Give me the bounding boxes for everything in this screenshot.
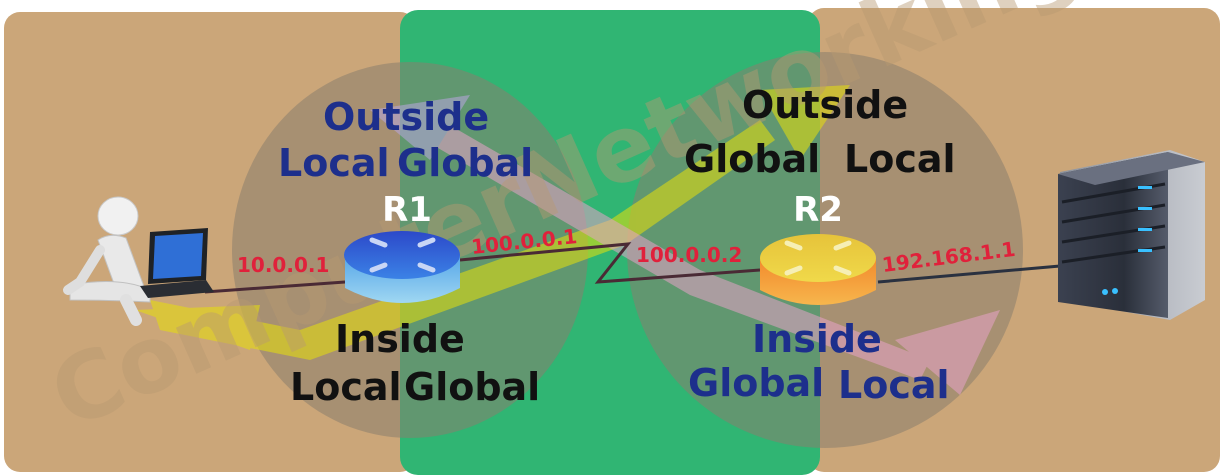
r1-outside-local-label: Local [278, 141, 390, 185]
cable-pc-r1 [204, 280, 346, 294]
ip-pc: 10.0.0.1 [237, 253, 329, 277]
router-r1-icon [344, 231, 460, 303]
r1-outside-label: Outside [323, 95, 489, 139]
r1-inside-label: Inside [335, 317, 465, 361]
cable-r2-server [877, 264, 1061, 284]
r2-inside-label: Inside [752, 317, 882, 361]
r1-inside-local-label: Local [290, 365, 402, 409]
ip-r2-outside: 100.0.0.2 [636, 243, 742, 267]
r2-outside-global-label: Global [684, 137, 820, 181]
router-r2-icon [760, 234, 876, 305]
cable-r1-r2 [459, 242, 761, 284]
r2-inside-local-label: Local [838, 363, 950, 407]
r2-inside-global-label: Global [688, 361, 824, 405]
r2-outside-local-label: Local [844, 137, 956, 181]
r2-outside-label: Outside [742, 83, 908, 127]
router-r1-name: R1 [382, 190, 432, 230]
pink-arrow [370, 95, 1000, 395]
r1-outside-global-label: Global [397, 141, 533, 185]
yellow-arrow [135, 85, 850, 360]
user-laptop-icon [63, 196, 214, 326]
server-icon [1058, 150, 1205, 320]
router-r2-name: R2 [793, 190, 843, 230]
r1-inside-global-label: Global [404, 365, 540, 409]
